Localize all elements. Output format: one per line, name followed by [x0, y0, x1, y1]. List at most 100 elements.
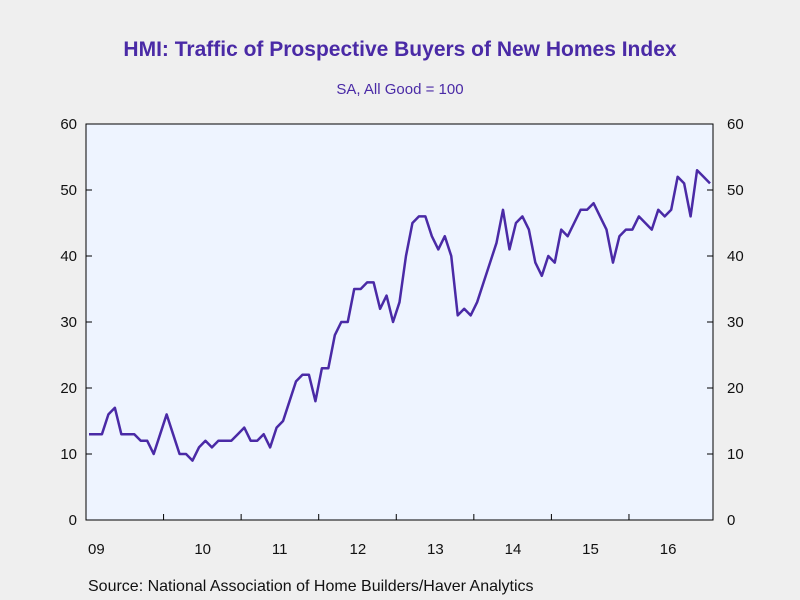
y-tick-label-left: 20: [60, 380, 77, 397]
series-line: [89, 168, 711, 462]
y-tick-label-right: 20: [727, 380, 744, 397]
data-point: [605, 228, 607, 230]
data-point: [463, 308, 465, 310]
data-point: [334, 334, 336, 336]
data-point: [327, 367, 329, 369]
data-point: [101, 433, 103, 435]
data-point: [301, 374, 303, 376]
data-point: [250, 440, 252, 442]
data-point: [88, 433, 90, 435]
data-point: [411, 222, 413, 224]
data-point: [508, 248, 510, 250]
data-point: [288, 400, 290, 402]
data-point: [347, 321, 349, 323]
data-point: [140, 440, 142, 442]
data-point: [94, 433, 96, 435]
data-point: [172, 433, 174, 435]
y-tick-label-right: 0: [727, 512, 735, 529]
data-point: [469, 314, 471, 316]
data-point: [165, 413, 167, 415]
y-tick-label-left: 30: [60, 314, 77, 331]
data-point: [592, 202, 594, 204]
data-point: [159, 433, 161, 435]
data-point: [372, 281, 374, 283]
source-note: Source: National Association of Home Bui…: [88, 578, 534, 595]
data-point: [586, 209, 588, 211]
data-point: [262, 433, 264, 435]
data-point: [385, 294, 387, 296]
data-point: [541, 275, 543, 277]
data-point: [211, 446, 213, 448]
x-tick-label: 12: [349, 541, 366, 558]
plot-area: [85, 123, 714, 521]
data-point: [204, 440, 206, 442]
y-tick-label-right: 60: [727, 116, 744, 133]
x-tick-label: 15: [582, 541, 599, 558]
data-point: [224, 440, 226, 442]
y-tick-label-left: 50: [60, 182, 77, 199]
left-y-axis: 0 10 20 30 40 50 60: [60, 116, 92, 529]
data-point: [366, 281, 368, 283]
data-point: [495, 242, 497, 244]
x-tick-label: 10: [194, 541, 211, 558]
data-point: [295, 380, 297, 382]
x-tick-label: 13: [427, 541, 444, 558]
data-point: [314, 400, 316, 402]
data-point: [696, 169, 698, 171]
data-point: [489, 261, 491, 263]
y-tick-label-left: 40: [60, 248, 77, 265]
y-tick-label-right: 10: [727, 446, 744, 463]
data-point: [340, 321, 342, 323]
y-tick-label-right: 50: [727, 182, 744, 199]
data-point: [631, 228, 633, 230]
x-tick-label: 09: [88, 541, 105, 558]
data-point: [528, 228, 530, 230]
data-point: [392, 321, 394, 323]
data-point: [521, 215, 523, 217]
data-point: [644, 222, 646, 224]
chart-subtitle: SA, All Good = 100: [336, 81, 464, 98]
data-point: [709, 182, 711, 184]
data-point: [476, 301, 478, 303]
data-point: [230, 440, 232, 442]
data-point: [178, 453, 180, 455]
data-point: [579, 209, 581, 211]
data-point: [133, 433, 135, 435]
data-point: [638, 215, 640, 217]
data-point: [651, 228, 653, 230]
data-point: [418, 215, 420, 217]
data-point: [437, 248, 439, 250]
data-point: [398, 301, 400, 303]
data-point: [114, 407, 116, 409]
x-axis: 09 10 11 12 13 14 15 16: [88, 514, 676, 558]
x-tick-label: 16: [660, 541, 677, 558]
y-tick-label-left: 10: [60, 446, 77, 463]
data-point: [379, 308, 381, 310]
data-point: [670, 209, 672, 211]
data-point: [554, 261, 556, 263]
x-tick-label: 14: [505, 541, 522, 558]
data-point: [185, 453, 187, 455]
data-point: [618, 235, 620, 237]
chart-title: HMI: Traffic of Prospective Buyers of Ne…: [123, 38, 677, 61]
data-point: [120, 433, 122, 435]
data-point: [359, 288, 361, 290]
x-tick-label: 11: [272, 541, 288, 558]
data-point: [547, 255, 549, 257]
right-y-axis: 0 10 20 30 40 50 60: [707, 116, 744, 529]
data-point: [243, 426, 245, 428]
data-point: [237, 433, 239, 435]
data-point: [444, 235, 446, 237]
data-point: [256, 440, 258, 442]
data-point: [353, 288, 355, 290]
data-point: [612, 261, 614, 263]
data-point: [275, 426, 277, 428]
data-point: [664, 215, 666, 217]
data-point: [152, 453, 154, 455]
data-point: [217, 440, 219, 442]
data-point: [566, 235, 568, 237]
data-point: [515, 222, 517, 224]
data-point: [457, 314, 459, 316]
data-point: [482, 281, 484, 283]
